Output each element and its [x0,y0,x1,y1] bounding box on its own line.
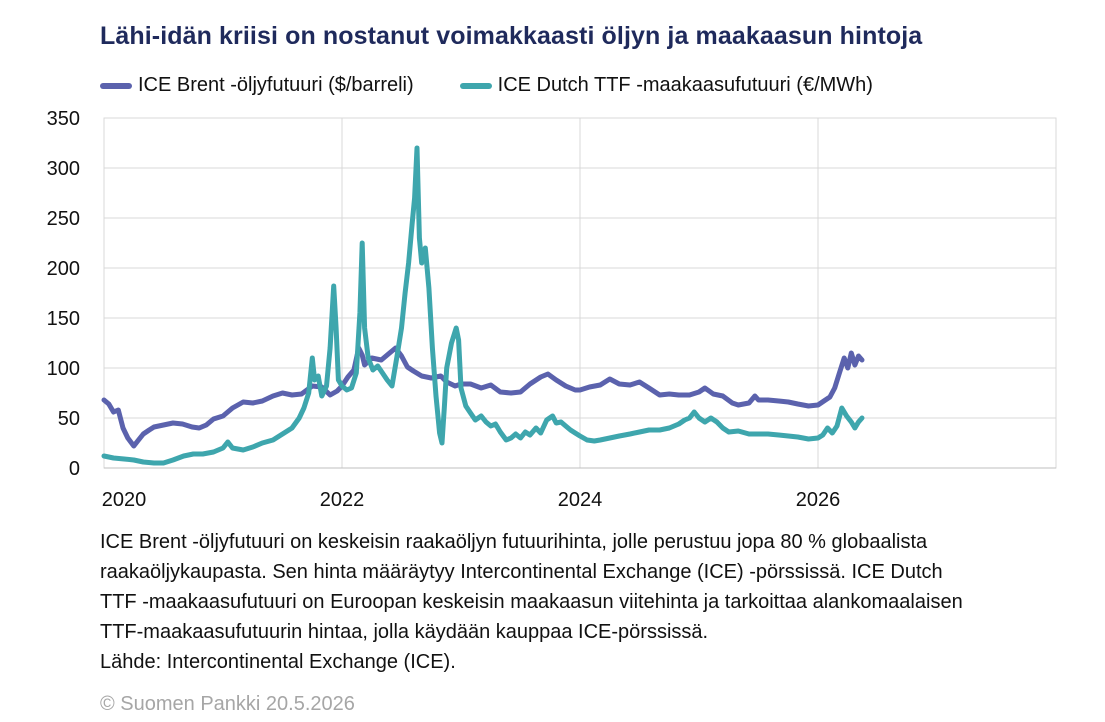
y-tick-label: 350 [47,108,80,130]
y-tick-label: 300 [47,158,80,180]
legend-swatch-ttf [459,82,492,89]
chart-grid [103,117,1057,469]
y-axis: 0 50 100 150 200 250 300 350 [47,108,80,480]
note-line: ICE Brent -öljyfutuuri on keskeisin raak… [100,531,928,553]
legend-label-ttf: ICE Dutch TTF -maakaasufutuuri (€/MWh) [497,74,873,96]
chart-series [101,145,865,466]
chart-notes: ICE Brent -öljyfutuuri on keskeisin raak… [100,527,1060,677]
note-line: TTF-maakaasufutuurin hintaa, jolla käydä… [100,621,709,643]
y-tick-label: 0 [69,458,80,480]
y-tick-label: 200 [47,258,80,280]
legend-swatch-brent [100,82,132,89]
y-tick-label: 250 [47,208,80,230]
legend-item-brent: ICE Brent -öljyfutuuri ($/barreli) [100,74,414,97]
legend-item-ttf: ICE Dutch TTF -maakaasufutuuri (€/MWh) [459,74,873,97]
x-tick-label: 2020 [102,489,147,511]
y-tick-label: 150 [47,308,80,330]
x-tick-label: 2026 [796,489,841,511]
chart-legend: ICE Brent -öljyfutuuri ($/barreli) ICE D… [100,74,919,97]
x-axis: 2020 2022 2024 2026 [102,467,1056,511]
source-line: Lähde: Intercontinental Exchange (ICE). [100,651,456,673]
series-line-ttf [101,145,865,466]
chart-title: Lähi-idän kriisi on nostanut voimakkaast… [100,22,923,50]
note-line: raakaöljykaupasta. Sen hinta määräytyy I… [100,561,943,583]
legend-label-brent: ICE Brent -öljyfutuuri ($/barreli) [138,74,414,96]
x-tick-label: 2024 [558,489,603,511]
y-tick-label: 100 [47,358,80,380]
note-line: TTF -maakaasufutuuri on Euroopan keskeis… [100,591,963,613]
copyright-text: © Suomen Pankki 20.5.2026 [100,693,355,715]
y-tick-label: 50 [58,408,80,430]
x-tick-label: 2022 [320,489,365,511]
